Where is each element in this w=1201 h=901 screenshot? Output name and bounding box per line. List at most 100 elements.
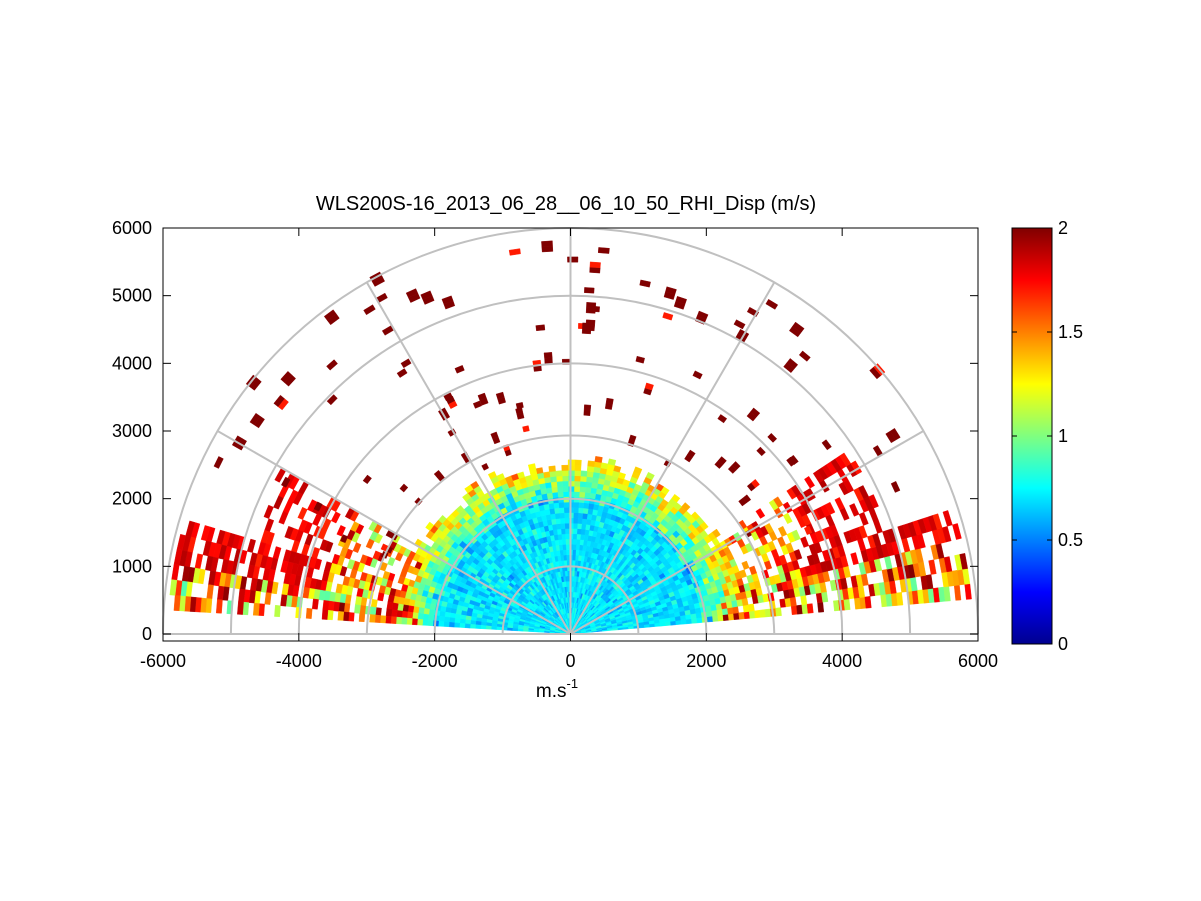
sparse-return-cell	[589, 266, 601, 274]
data-cell	[738, 611, 745, 620]
data-cell	[464, 619, 472, 625]
sparse-return-cell	[441, 295, 454, 305]
sparse-return-cell	[567, 256, 579, 263]
data-cell	[587, 460, 596, 467]
data-cell	[355, 596, 363, 606]
colorbar: 0 0.5 1 1.5 2	[1011, 218, 1083, 654]
data-cell	[817, 601, 825, 613]
data-cell	[326, 610, 334, 621]
data-cell	[633, 466, 643, 475]
sparse-return-cell	[477, 392, 487, 401]
data-cell	[578, 502, 585, 509]
x-tick-label: -2000	[412, 651, 458, 671]
sparse-return-cell	[821, 439, 832, 451]
data-cell	[280, 594, 288, 607]
data-cells	[169, 240, 972, 635]
sparse-return-cell	[544, 357, 553, 364]
x-tick-label: 0	[565, 651, 575, 671]
sparse-return-cell	[789, 454, 799, 465]
data-cell	[563, 507, 570, 514]
data-cell	[727, 613, 735, 621]
sparse-return-cell	[495, 391, 505, 400]
data-cell	[365, 538, 375, 550]
data-cell	[556, 486, 564, 493]
data-cell	[411, 618, 418, 626]
data-cell	[480, 624, 487, 630]
data-cell	[800, 536, 810, 548]
data-cell	[584, 486, 592, 494]
data-cell	[427, 614, 435, 621]
data-cell	[427, 619, 434, 627]
data-cell	[574, 554, 579, 561]
data-cell	[571, 575, 575, 582]
data-cell	[559, 512, 565, 519]
sparse-return-cell	[273, 394, 285, 407]
data-cell	[538, 630, 545, 633]
sparse-return-cell	[535, 324, 546, 332]
data-cell	[565, 538, 570, 545]
data-cell	[425, 530, 435, 540]
data-cell	[564, 522, 570, 529]
data-cell	[959, 553, 968, 570]
data-cell	[864, 596, 872, 609]
data-cell	[571, 559, 576, 566]
sparse-return-cell	[445, 395, 456, 405]
data-cell	[584, 491, 591, 499]
data-cell	[487, 471, 497, 480]
data-cell	[496, 626, 503, 631]
spoke-line	[365, 281, 572, 635]
sparse-return-cell	[786, 358, 799, 369]
data-cell	[549, 476, 557, 483]
data-cell	[336, 525, 346, 537]
data-cell	[751, 521, 761, 532]
data-cell	[542, 471, 551, 479]
data-cell	[564, 528, 570, 535]
data-cell	[401, 617, 408, 625]
sparse-return-cell	[508, 248, 521, 256]
sparse-return-cell	[742, 494, 752, 504]
data-cell	[321, 609, 329, 620]
data-cell	[585, 476, 593, 483]
data-cell	[790, 484, 802, 497]
data-cell	[561, 470, 569, 477]
data-cell	[464, 623, 471, 629]
data-cell	[448, 617, 456, 623]
sparse-return-cell	[635, 355, 645, 364]
data-cell	[748, 610, 756, 619]
data-cell	[572, 517, 579, 524]
data-cell	[311, 598, 319, 610]
data-cell	[549, 470, 557, 478]
data-cell	[374, 614, 381, 623]
sparse-return-cell	[543, 352, 553, 359]
sparse-return-cell	[792, 321, 805, 333]
data-cell	[747, 603, 755, 612]
data-cell	[733, 612, 740, 620]
data-cell	[804, 476, 815, 489]
data-cell	[754, 609, 761, 619]
data-cell	[401, 610, 409, 619]
sparse-return-cell	[541, 245, 554, 253]
data-cell	[764, 608, 772, 618]
data-cell	[573, 501, 580, 508]
data-cell	[562, 491, 569, 498]
data-cell	[464, 484, 474, 494]
data-cell	[574, 470, 582, 477]
colorbar-gradient	[1011, 227, 1053, 645]
data-cell	[782, 501, 793, 514]
data-cell	[587, 508, 594, 515]
data-cell	[527, 629, 534, 633]
data-cell	[579, 486, 586, 493]
data-cell	[469, 623, 476, 629]
sparse-return-cell	[522, 425, 530, 433]
data-cell	[558, 501, 565, 509]
data-cell	[574, 464, 582, 471]
data-cell	[717, 614, 724, 622]
data-cell	[252, 602, 260, 616]
data-cell	[562, 480, 569, 487]
data-cell	[564, 517, 570, 524]
data-cell	[556, 480, 563, 488]
data-cell	[417, 612, 424, 620]
data-cell	[696, 617, 703, 624]
sparse-return-cell	[717, 456, 727, 465]
sparse-return-cell	[662, 312, 674, 321]
